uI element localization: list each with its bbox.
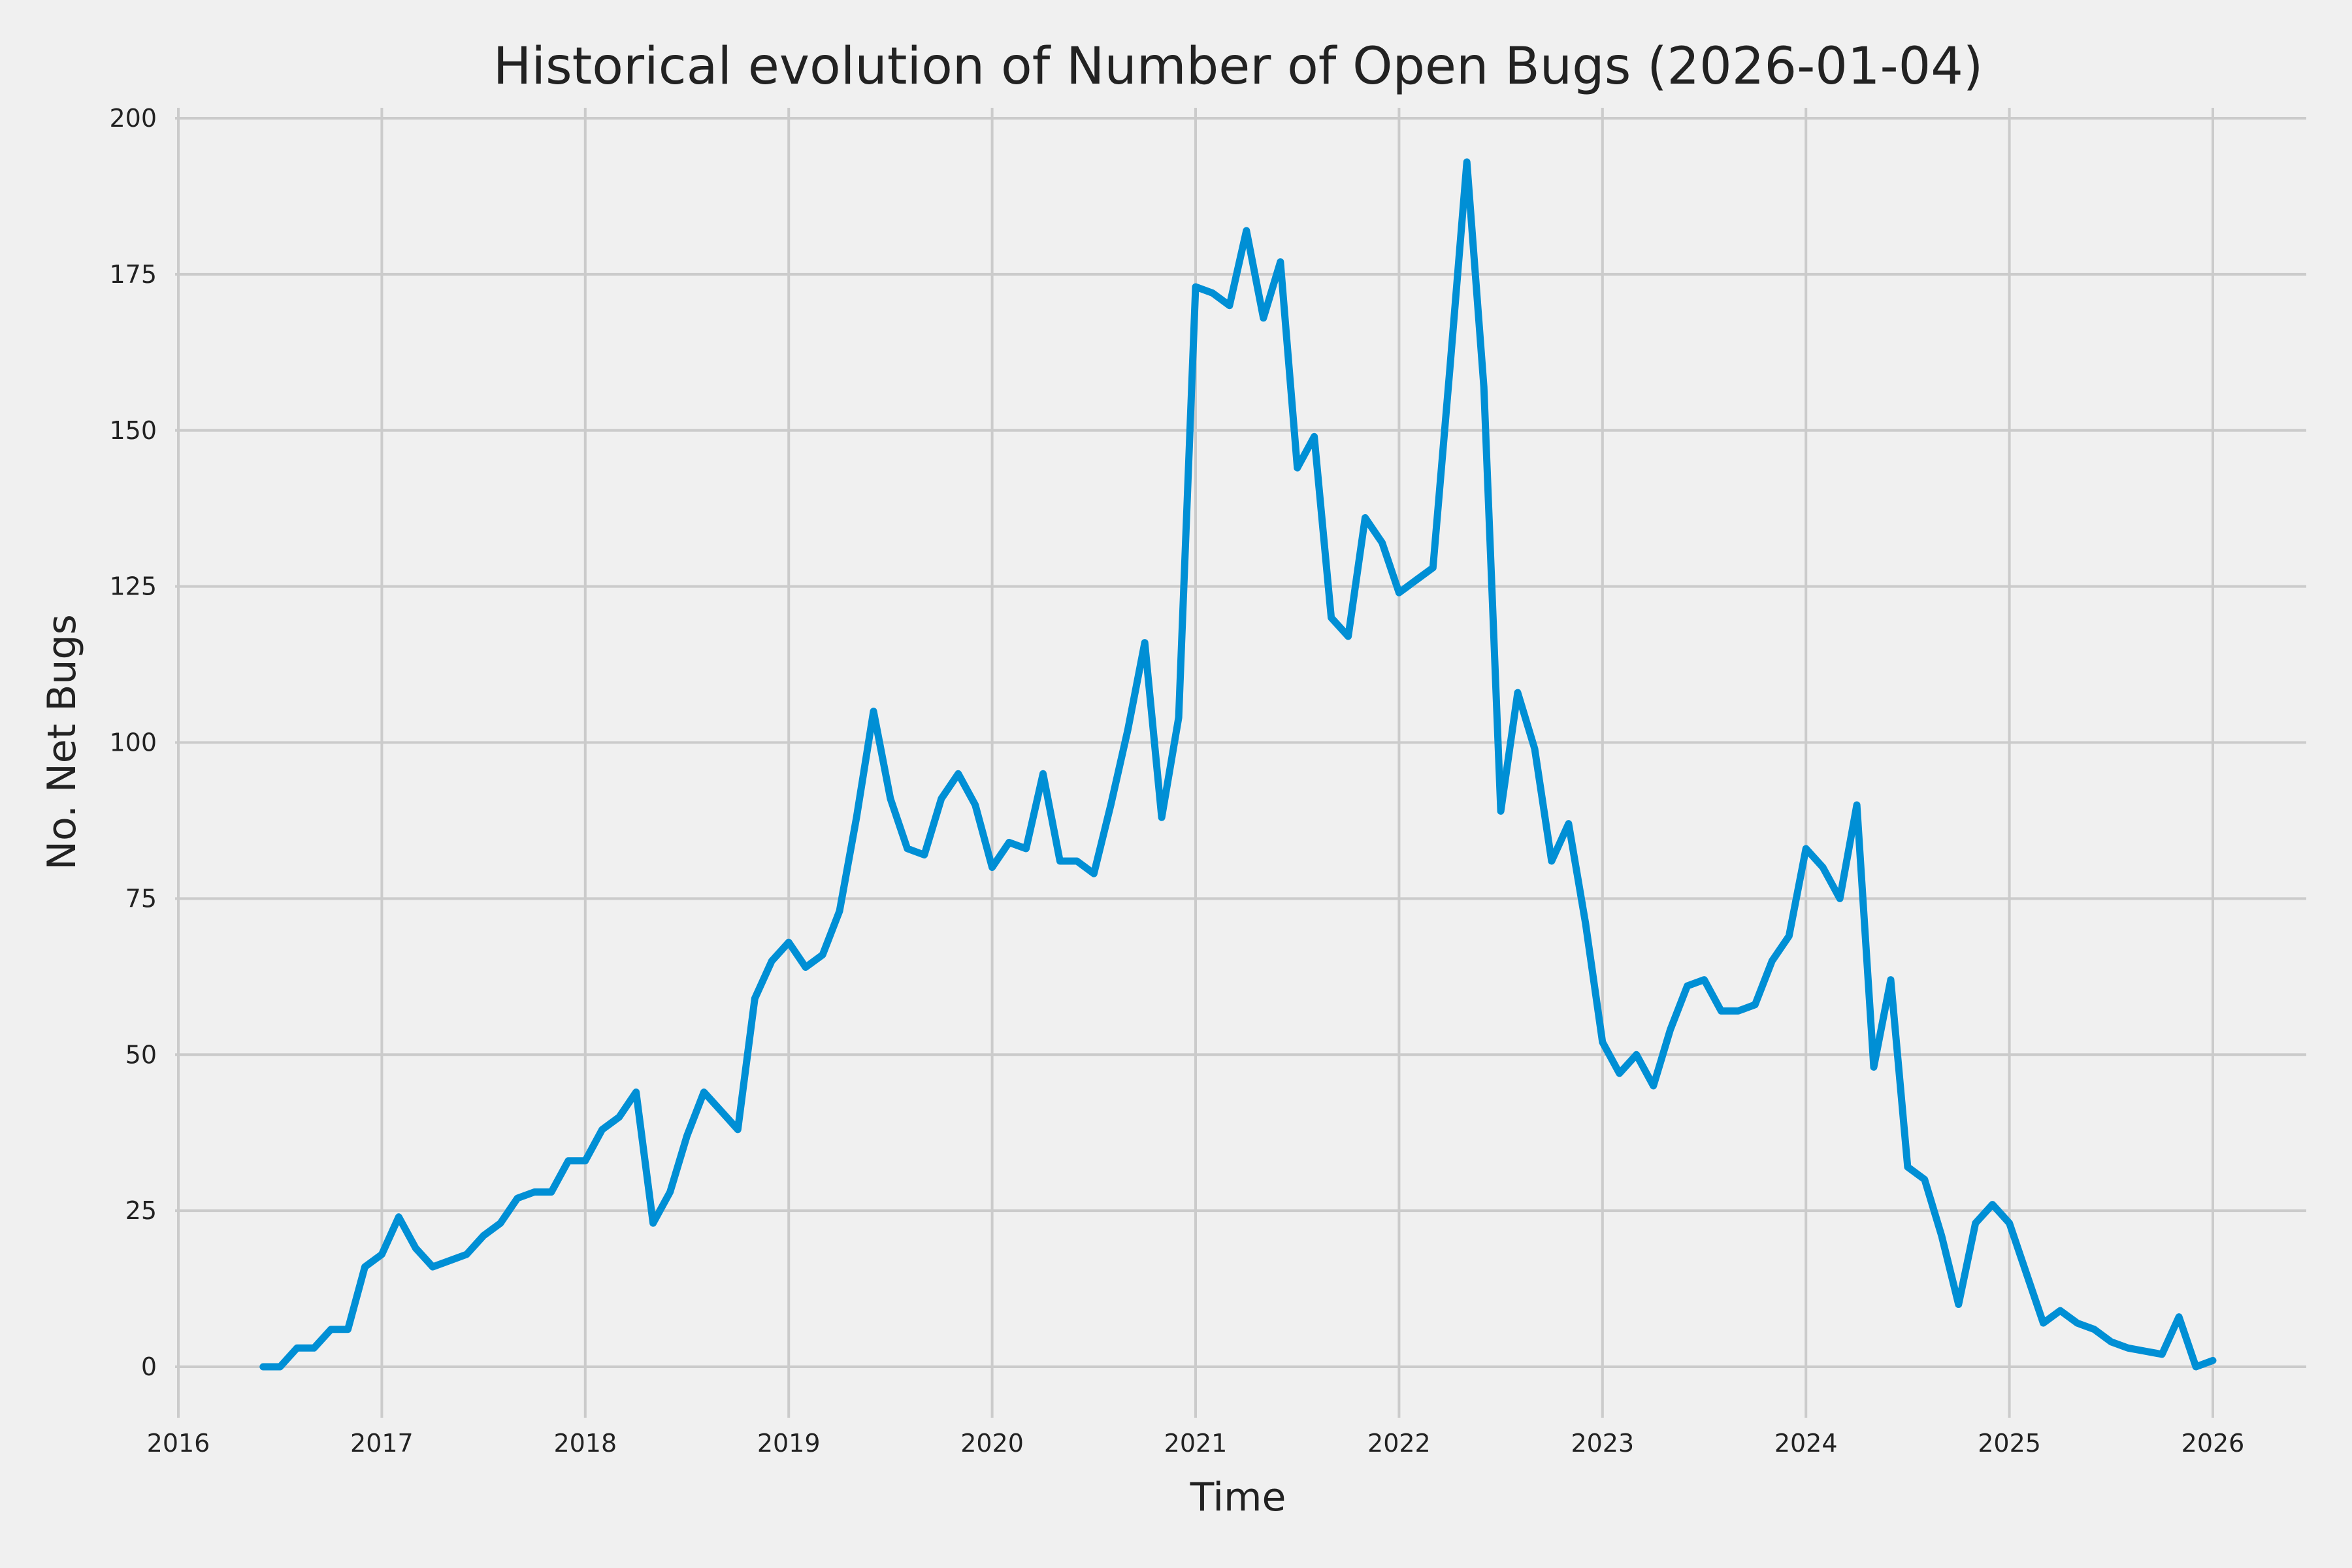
y-tick-label: 25 [125, 1196, 157, 1225]
y-tick-label: 125 [109, 572, 157, 601]
grid [175, 108, 2306, 1418]
x-tick-label: 2018 [553, 1429, 617, 1458]
chart-title: Historical evolution of Number of Open B… [493, 37, 1984, 96]
x-tick-label: 2020 [960, 1429, 1024, 1458]
x-axis-label: Time [1190, 1475, 1286, 1520]
x-tick-label: 2016 [147, 1429, 210, 1458]
y-tick-label: 50 [125, 1040, 157, 1069]
x-tick-label: 2022 [1367, 1429, 1431, 1458]
y-tick-label: 0 [141, 1352, 157, 1381]
x-tick-label: 2025 [1978, 1429, 2041, 1458]
y-axis-label: No. Net Bugs [39, 614, 85, 870]
series-line-open-bugs [259, 158, 2217, 1371]
x-tick-label: 2021 [1164, 1429, 1228, 1458]
y-tick-label: 200 [109, 104, 157, 133]
x-tick-label: 2026 [2181, 1429, 2245, 1458]
y-tick-label: 100 [109, 728, 157, 757]
y-tick-label: 150 [109, 416, 157, 445]
y-tick-label: 75 [125, 884, 157, 913]
x-tick-label: 2017 [350, 1429, 414, 1458]
x-tick-label: 2024 [1774, 1429, 1838, 1458]
x-tick-label: 2019 [757, 1429, 821, 1458]
tick-labels: 2016 2017 2018 2019 2020 2021 2022 2023 2024 2025… [109, 104, 2244, 1458]
y-tick-label: 175 [109, 260, 157, 289]
x-tick-label: 2023 [1571, 1429, 1634, 1458]
